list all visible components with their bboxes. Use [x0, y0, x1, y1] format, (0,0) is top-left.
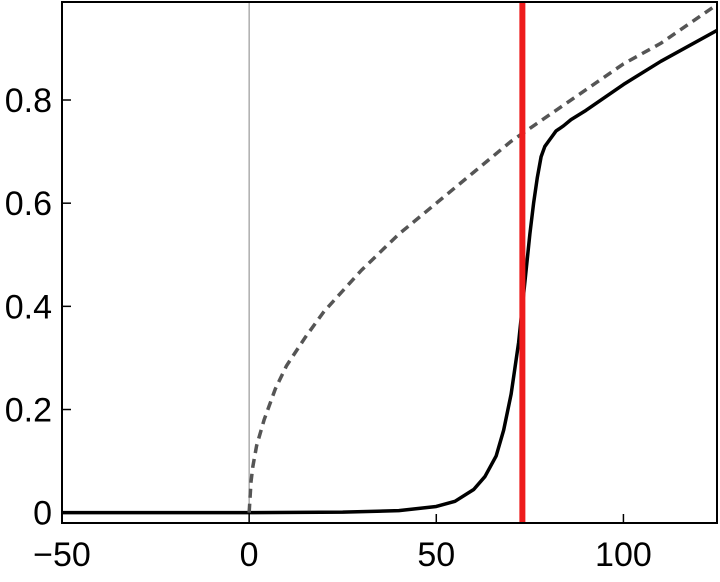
y-tick-label: 0.2	[5, 392, 52, 430]
y-tick-label: 0	[33, 495, 52, 533]
x-tick-label: 50	[417, 536, 455, 574]
y-tick-label: 0.6	[5, 185, 52, 223]
solid-series-line	[62, 28, 717, 515]
y-tick-label: 0.8	[5, 82, 52, 120]
x-tick-label: −50	[33, 536, 91, 574]
x-tick-label: 100	[595, 536, 652, 574]
dashed-series-line	[247, 3, 717, 513]
x-tick-label: 0	[240, 536, 259, 574]
y-tick-label: 0.4	[5, 288, 52, 326]
plot-frame	[61, 1, 718, 524]
